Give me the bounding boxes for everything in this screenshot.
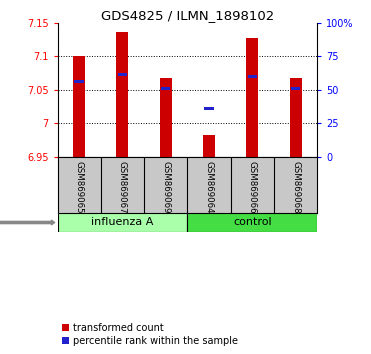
Bar (187, 213, 317, 232)
Bar (75, 80, 84, 83)
Text: GSM869067: GSM869067 (118, 161, 127, 214)
Bar (161, 87, 171, 90)
Text: control: control (233, 217, 272, 228)
Bar (118, 73, 127, 76)
Bar (204, 107, 214, 110)
Text: influenza A: influenza A (91, 217, 154, 228)
Bar (289, 78, 302, 157)
Bar (160, 78, 172, 157)
Text: GSM869068: GSM869068 (291, 161, 300, 214)
Bar (116, 32, 128, 157)
Bar (73, 57, 85, 157)
Text: GSM869066: GSM869066 (248, 161, 257, 214)
Bar (247, 75, 257, 78)
Title: GDS4825 / ILMN_1898102: GDS4825 / ILMN_1898102 (101, 9, 274, 22)
Text: GSM869065: GSM869065 (75, 161, 83, 214)
Bar (291, 87, 301, 90)
Text: infection: infection (0, 217, 55, 228)
Bar (246, 38, 258, 157)
Legend: transformed count, percentile rank within the sample: transformed count, percentile rank withi… (62, 323, 238, 346)
Bar (203, 136, 215, 157)
Text: GSM869064: GSM869064 (204, 161, 213, 214)
Text: GSM869069: GSM869069 (161, 161, 170, 214)
Bar (58, 213, 187, 232)
